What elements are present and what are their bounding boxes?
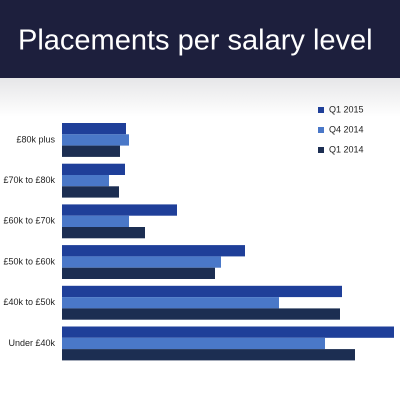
bar xyxy=(62,256,221,268)
category-label: Under £40k xyxy=(8,338,55,348)
category-label: £80k plus xyxy=(16,134,55,144)
legend-label: Q1 2014 xyxy=(329,144,364,154)
bar xyxy=(62,175,109,187)
bar xyxy=(62,215,129,227)
category-label: £70k to £80k xyxy=(3,175,55,185)
bar xyxy=(62,285,342,298)
bar xyxy=(62,163,125,175)
bar xyxy=(62,267,215,279)
legend-swatch xyxy=(318,147,324,153)
category-label: £50k to £60k xyxy=(3,256,55,266)
bar xyxy=(62,134,129,146)
bar xyxy=(62,326,394,338)
legend-swatch xyxy=(318,107,324,113)
bar xyxy=(62,204,177,216)
bar xyxy=(62,227,145,239)
bar xyxy=(62,245,245,257)
bar xyxy=(62,349,355,361)
legend-swatch xyxy=(318,127,324,133)
category-label: £60k to £70k xyxy=(3,216,55,226)
category-label: £40k to £50k xyxy=(3,297,55,307)
bar xyxy=(62,186,119,198)
header xyxy=(0,0,400,78)
bar xyxy=(62,123,126,135)
chart-title: Placements per salary level xyxy=(18,25,373,57)
bar xyxy=(62,308,340,320)
bar xyxy=(62,297,279,309)
legend-label: Q1 2015 xyxy=(329,104,364,114)
legend-label: Q4 2014 xyxy=(329,124,364,134)
bar xyxy=(62,337,325,350)
bar xyxy=(62,145,120,157)
